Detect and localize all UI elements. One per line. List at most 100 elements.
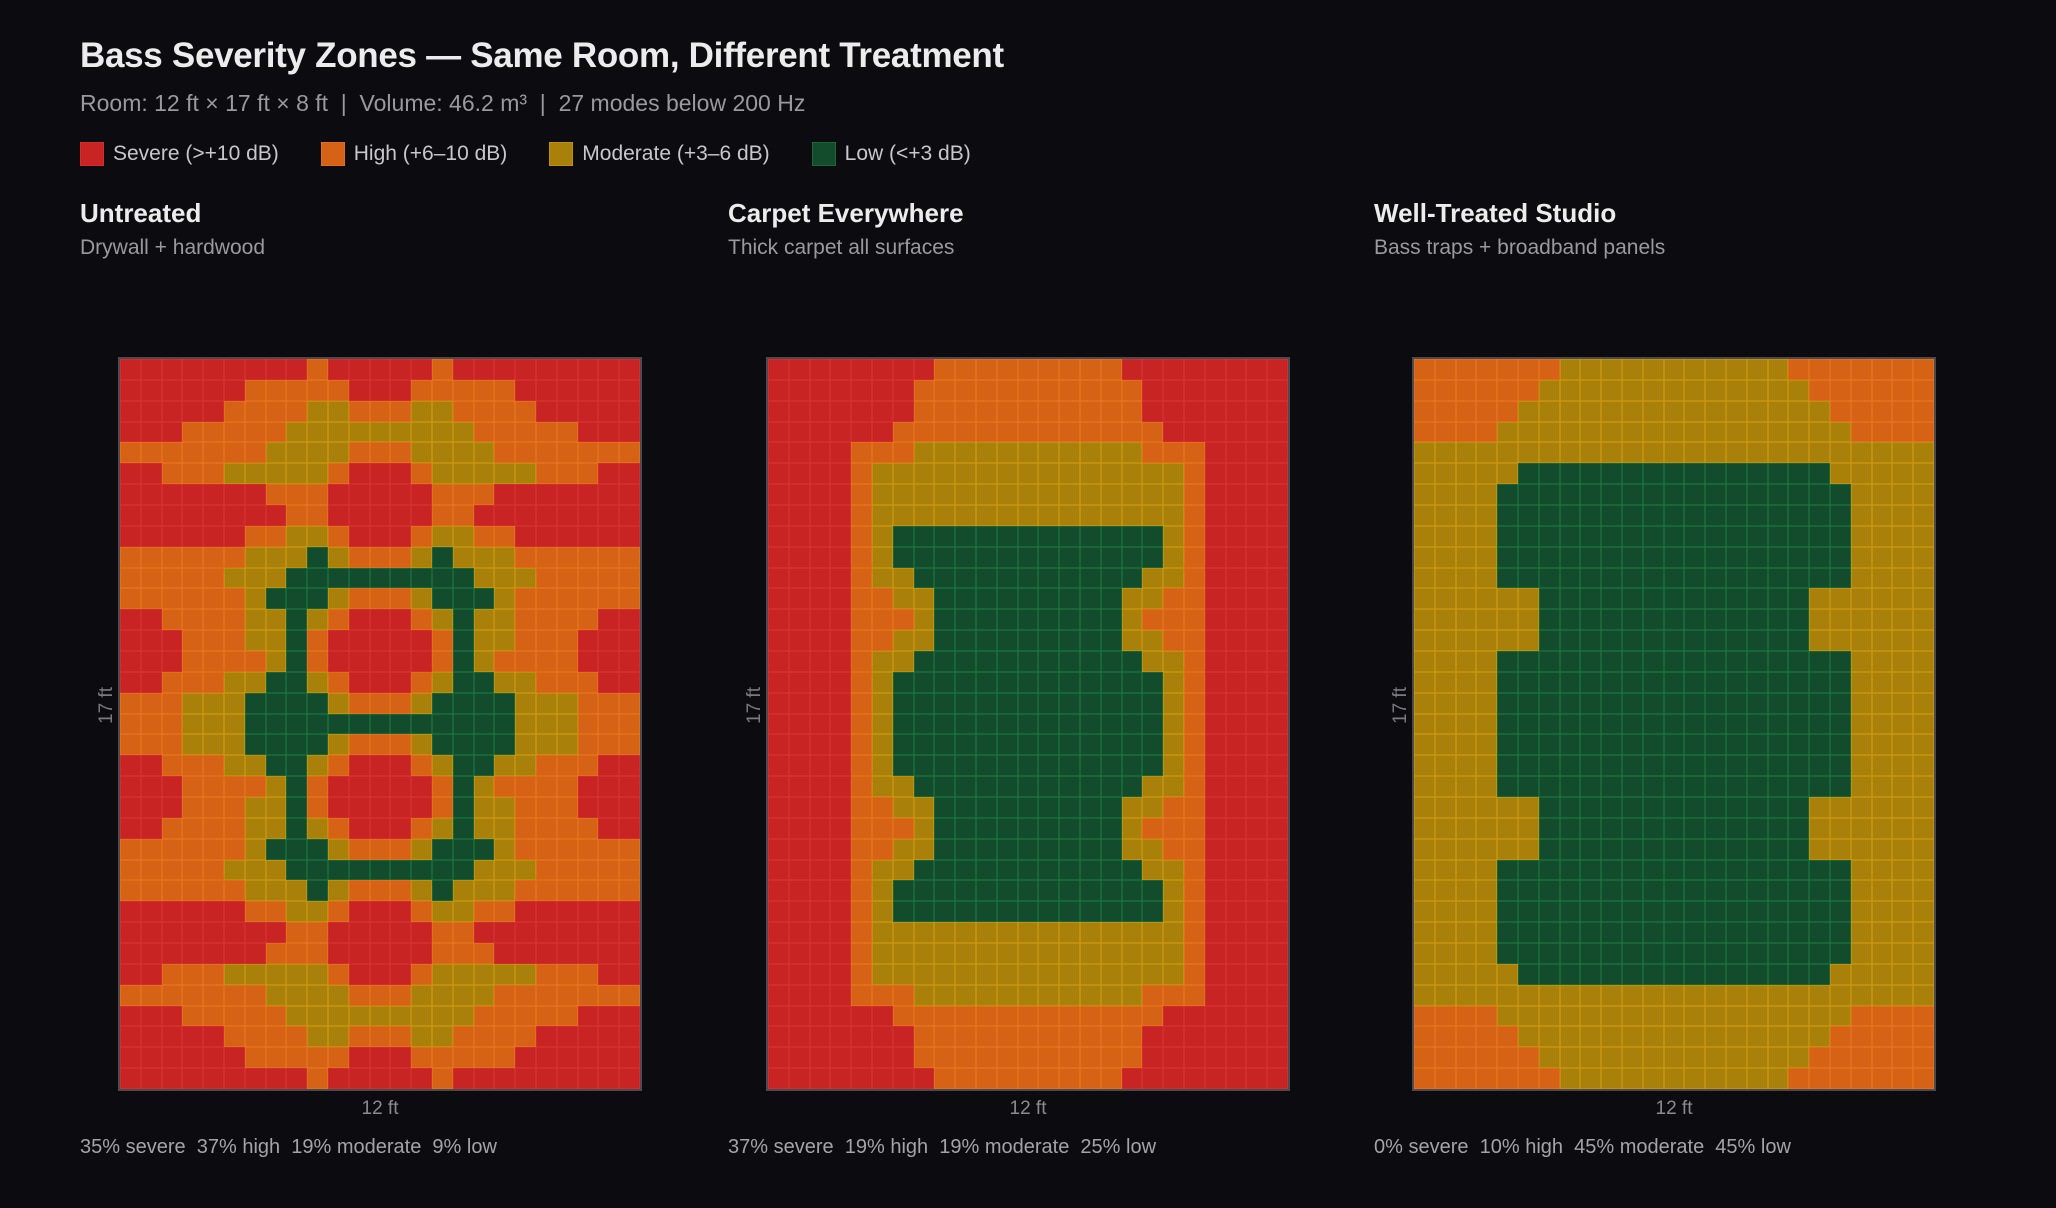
heatmap-cell xyxy=(140,901,162,923)
heatmap-cell xyxy=(1225,692,1247,714)
heatmap-cell xyxy=(1079,776,1101,797)
heatmap-cell xyxy=(1246,776,1268,797)
heatmap-cell xyxy=(1183,984,1205,1006)
heatmap-cell xyxy=(1434,442,1456,464)
heatmap-cell xyxy=(556,859,578,881)
heatmap-cell xyxy=(140,671,162,693)
heatmap-cell xyxy=(1142,713,1164,735)
heatmap-cell xyxy=(788,567,810,589)
heatmap-cell xyxy=(1414,963,1435,985)
heatmap-cell xyxy=(1746,379,1768,401)
heatmap-cell xyxy=(1163,880,1184,902)
heatmap-cell xyxy=(1079,922,1101,943)
heatmap-cell xyxy=(1517,567,1539,589)
heatmap-cell xyxy=(1829,400,1851,422)
heatmap-cell xyxy=(1476,567,1498,589)
heatmap-cell xyxy=(1684,734,1706,756)
heatmap-cell xyxy=(1621,1047,1643,1069)
heatmap-cell xyxy=(913,421,935,443)
heatmap-cell xyxy=(1850,609,1872,631)
heatmap-cell xyxy=(348,922,370,943)
heatmap-cell xyxy=(327,776,349,797)
panel-well-treated-studio: Well-Treated Studio Bass traps + broadba… xyxy=(1374,198,1974,1178)
heatmap-cell xyxy=(1538,421,1560,443)
heatmap-cell xyxy=(768,359,789,380)
heatmap-cell xyxy=(1746,484,1768,505)
heatmap-cell xyxy=(1183,588,1205,610)
heatmap-cell xyxy=(975,817,997,839)
heatmap-cell xyxy=(1267,379,1288,401)
heatmap-cell xyxy=(1663,817,1685,839)
heatmap-cell xyxy=(975,567,997,589)
heatmap-cell xyxy=(1725,943,1747,964)
heatmap-cell xyxy=(1913,880,1934,902)
heatmap-cell xyxy=(120,817,141,839)
heatmap-cell xyxy=(182,880,204,902)
heatmap-cell xyxy=(1497,505,1518,526)
heatmap-cell xyxy=(1580,734,1602,756)
heatmap-cell xyxy=(1455,442,1477,464)
heatmap-cell xyxy=(1642,630,1664,651)
heatmap-cell xyxy=(1497,797,1518,818)
heatmap-cell xyxy=(265,400,287,422)
heatmap-cell xyxy=(1414,859,1435,881)
heatmap-cell xyxy=(1850,421,1872,443)
heatmap-cell xyxy=(1183,797,1205,818)
heatmap-cell xyxy=(1225,1005,1247,1027)
heatmap-cell xyxy=(1621,901,1643,923)
heatmap-cell xyxy=(768,1068,789,1089)
heatmap-cell xyxy=(1121,797,1143,818)
heatmap-cell xyxy=(619,484,640,505)
heatmap-cell xyxy=(182,651,204,672)
heatmap-cell xyxy=(120,567,141,589)
heatmap-cell xyxy=(913,1068,935,1089)
heatmap-cell xyxy=(390,838,412,860)
heatmap-cell xyxy=(1414,609,1435,631)
heatmap-cell xyxy=(1517,838,1539,860)
heatmap-cell xyxy=(830,525,852,547)
heatmap-cell xyxy=(203,859,224,881)
heatmap-cell xyxy=(1829,484,1851,505)
heatmap-cell xyxy=(390,713,412,735)
heatmap-cell xyxy=(1455,463,1477,485)
heatmap-cell xyxy=(1183,609,1205,631)
heatmap-cell xyxy=(1746,1047,1768,1069)
heatmap-cell xyxy=(1725,421,1747,443)
heatmap-cell xyxy=(120,984,141,1006)
heatmap-cell xyxy=(1809,651,1830,672)
heatmap-cell xyxy=(851,880,872,902)
heatmap-cell xyxy=(1434,963,1456,985)
heatmap-cell xyxy=(1414,713,1435,735)
heatmap-cell xyxy=(871,713,893,735)
heatmap-cell xyxy=(1142,943,1164,964)
heatmap-cell xyxy=(1517,922,1539,943)
heatmap-cell xyxy=(390,922,412,943)
heatmap-cell xyxy=(1204,692,1226,714)
heatmap-cell xyxy=(1059,1026,1080,1048)
heatmap-cell xyxy=(892,692,914,714)
heatmap-cell xyxy=(265,630,287,651)
heatmap-cell xyxy=(955,1005,976,1027)
heatmap-cell xyxy=(286,525,308,547)
heatmap-cell xyxy=(1225,1026,1247,1048)
heatmap-cell xyxy=(1892,525,1914,547)
heatmap-cell xyxy=(1621,651,1643,672)
heatmap-cell xyxy=(1163,525,1184,547)
heatmap-cell xyxy=(1204,838,1226,860)
heatmap-cell xyxy=(892,651,914,672)
heatmap-cell xyxy=(473,755,495,777)
heatmap-cell xyxy=(768,901,789,923)
heatmap-cell xyxy=(1121,484,1143,505)
heatmap-cell xyxy=(411,546,432,568)
heatmap-cell xyxy=(934,984,956,1006)
heatmap-cell xyxy=(1267,484,1288,505)
heatmap-cell xyxy=(1017,922,1039,943)
heatmap-cell xyxy=(1580,1047,1602,1069)
heatmap-cell xyxy=(996,588,1018,610)
heatmap-cell xyxy=(1538,963,1560,985)
heatmap-cell xyxy=(1621,671,1643,693)
heatmap-cell xyxy=(830,1026,852,1048)
heatmap-cell xyxy=(1829,525,1851,547)
heatmap-cell xyxy=(1121,546,1143,568)
heatmap-cell xyxy=(244,630,266,651)
